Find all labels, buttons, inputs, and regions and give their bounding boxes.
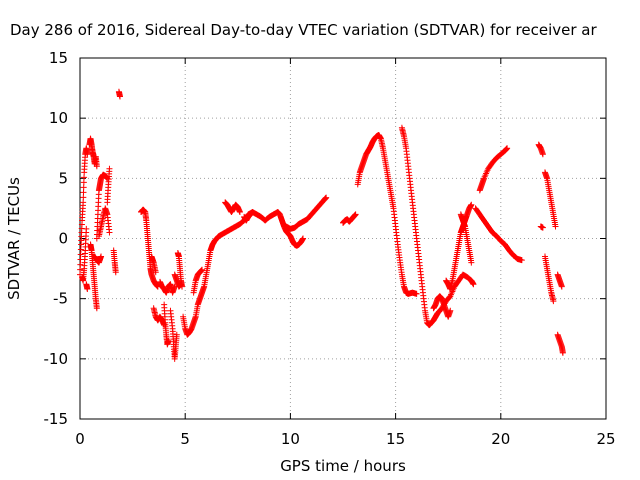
data-point	[84, 151, 91, 158]
y-tick-label: -5	[53, 290, 68, 308]
data-point	[93, 305, 100, 312]
y-tick-label: -10	[44, 350, 69, 368]
y-tick-label: 0	[58, 230, 68, 248]
data-point	[539, 224, 546, 231]
data-point	[80, 194, 87, 201]
data-point	[550, 298, 557, 305]
data-point	[199, 266, 206, 273]
grid-lines	[80, 58, 606, 419]
data-point	[98, 253, 105, 260]
y-tick-label: 15	[49, 49, 68, 67]
data-point	[106, 229, 113, 236]
x-tick-label: 20	[491, 430, 510, 448]
data-point	[81, 174, 88, 181]
x-tick-label: 25	[596, 430, 615, 448]
data-point	[447, 307, 454, 314]
data-point	[539, 151, 546, 158]
x-tick-label: 10	[281, 430, 300, 448]
data-point	[413, 290, 420, 297]
y-axis-label: SDTVAR / TECUs	[5, 177, 23, 300]
data-point	[323, 194, 330, 201]
data-point	[116, 93, 123, 100]
data-point	[77, 266, 84, 273]
data-point	[165, 337, 172, 344]
data-points	[77, 88, 566, 362]
data-point	[300, 235, 307, 242]
data-point	[84, 286, 91, 293]
data-point	[470, 281, 477, 288]
x-axis-label: GPS time / hours	[280, 457, 406, 475]
data-point	[173, 331, 180, 338]
y-tick-label: 10	[49, 109, 68, 127]
data-point	[77, 261, 84, 268]
data-point	[558, 283, 565, 290]
tick-labels: 0 5 10 15 20 25 15 10 5 0 -5 -10 -15	[44, 49, 616, 448]
x-tick-label: 15	[386, 430, 405, 448]
plot-frame	[79, 57, 607, 420]
data-point	[80, 199, 87, 206]
data-point	[247, 211, 254, 218]
data-point	[552, 223, 559, 230]
data-point	[559, 349, 566, 356]
data-point	[106, 165, 113, 172]
data-point	[518, 257, 525, 264]
data-point	[83, 225, 90, 232]
y-tick-label: -15	[44, 410, 69, 428]
data-point	[468, 259, 475, 266]
data-point	[77, 246, 84, 253]
data-point	[80, 189, 87, 196]
chart-title: Day 286 of 2016, Sidereal Day-to-day VTE…	[10, 21, 597, 39]
data-point	[152, 269, 159, 276]
data-point	[93, 163, 100, 170]
data-point	[236, 209, 243, 216]
data-point	[80, 184, 87, 191]
data-point	[504, 145, 511, 152]
y-tick-label: 5	[58, 169, 68, 187]
data-point	[80, 179, 87, 186]
data-point	[77, 251, 84, 258]
data-point	[352, 211, 359, 218]
data-point	[468, 201, 475, 208]
x-tick-label: 0	[75, 430, 85, 448]
data-point	[112, 269, 119, 276]
x-tick-label: 5	[180, 430, 190, 448]
data-point	[179, 283, 186, 290]
